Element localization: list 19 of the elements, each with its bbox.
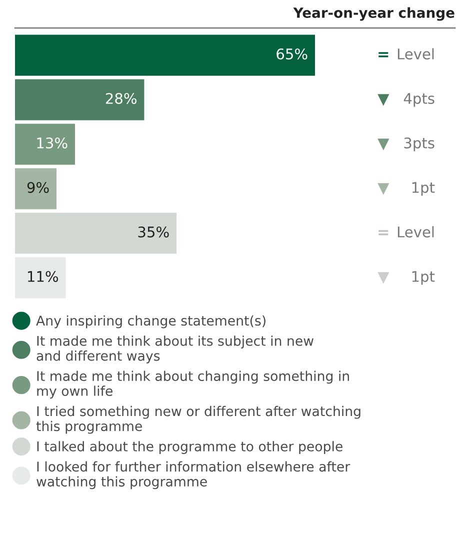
legend-label: I tried something new or different after watching this programme [36, 406, 360, 434]
legend-label: Any inspiring change statement(s) [36, 315, 266, 328]
text: ▼ 1pt [378, 182, 435, 196]
text: Year-on-year change [293, 7, 454, 21]
text: ▼ 1pt [378, 271, 435, 285]
legend-label: I looked for further information elsewhere after watching this programme [36, 461, 350, 490]
text: = Level [378, 48, 434, 60]
data-label: 9% [27, 182, 49, 193]
data-label: 35% [138, 226, 169, 238]
text: ▼ 4pts [378, 93, 434, 107]
legend-label: It made me think about changing something in my own life [37, 370, 349, 399]
data-label: 13% [37, 137, 68, 148]
legend-label: It made me think about its subject in new and different ways [36, 336, 314, 364]
data-label: 65% [276, 48, 308, 60]
text: ▼ 3pts [378, 137, 434, 152]
legend-label: I talked about the programme to other people [37, 441, 342, 454]
data-label: 28% [106, 92, 136, 104]
text: = Level [378, 226, 434, 238]
data-label: 11% [28, 270, 58, 282]
